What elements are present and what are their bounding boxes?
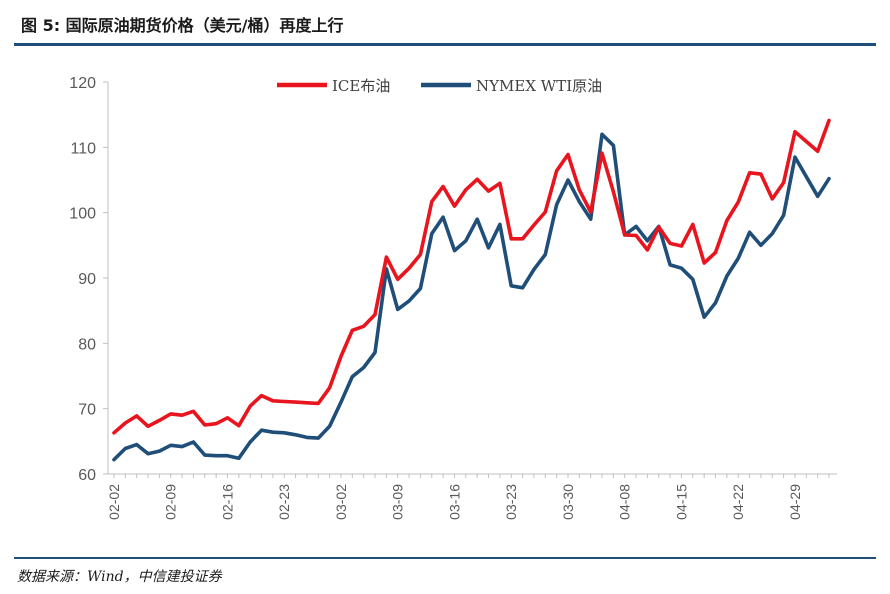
chart-axes: 60 70 80 90 100 110 120 02-02 02-09 02-16 02-23 03-…	[69, 75, 837, 520]
y-tick-label: 90	[78, 271, 96, 288]
x-tick-label: 02-23	[276, 484, 292, 520]
y-tick-label: 60	[78, 467, 96, 484]
legend-label-ice: ICE布油	[332, 77, 390, 95]
x-tick-label: 04-29	[787, 484, 803, 520]
x-tick-label: 03-30	[560, 484, 576, 520]
x-tick-label: 03-16	[446, 484, 462, 520]
y-tick-label: 100	[69, 206, 96, 223]
x-tick-label: 02-09	[163, 484, 179, 520]
y-tick-label: 70	[78, 402, 96, 419]
y-tick-label: 110	[70, 140, 96, 157]
x-tick-label: 02-02	[106, 484, 122, 520]
x-tick-label: 02-16	[219, 484, 235, 520]
series-line-ice-brent	[112, 118, 831, 435]
y-tick-label: 120	[69, 75, 96, 92]
x-tick-label: 03-02	[333, 484, 349, 520]
title-rule	[14, 43, 876, 46]
x-tick-label: 04-08	[617, 484, 633, 520]
page-title: 图 5: 国际原油期货价格（美元/桶）再度上行	[21, 16, 344, 35]
y-tick-label: 80	[78, 336, 96, 353]
footer-rule	[14, 557, 876, 559]
source-note: 数据来源：Wind，中信建投证券	[17, 569, 222, 585]
x-tick-label: 04-22	[730, 484, 746, 520]
chart-legend: ICE布油 NYMEX WTI原油	[277, 77, 602, 95]
x-tick-label: 04-15	[673, 484, 689, 520]
legend-label-wti: NYMEX WTI原油	[476, 77, 602, 95]
chart-series	[112, 118, 831, 462]
x-tick-label: 03-23	[503, 484, 519, 520]
series-line-nymex-wti	[112, 132, 831, 462]
x-tick-label: 03-09	[390, 484, 406, 520]
